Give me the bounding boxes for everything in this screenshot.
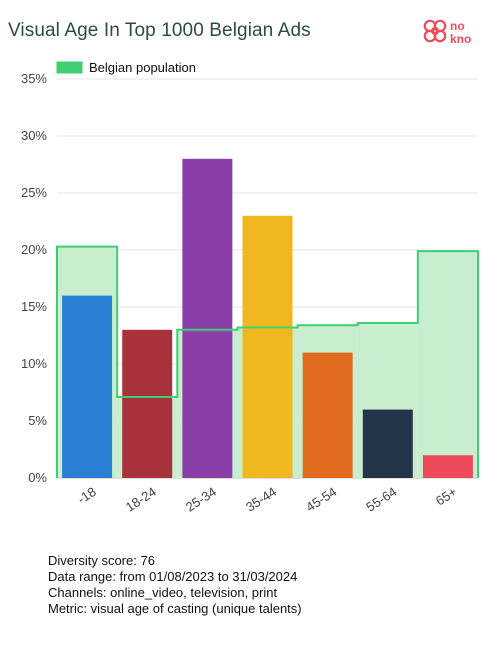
legend-swatch bbox=[56, 61, 83, 74]
y-tick-label: 10% bbox=[21, 356, 47, 371]
y-tick-label: 15% bbox=[21, 299, 47, 314]
channels: Channels: online_video, television, prin… bbox=[48, 585, 278, 600]
x-tick-label: 55-64 bbox=[363, 484, 399, 515]
legend[interactable]: Belgian population bbox=[56, 60, 196, 75]
bar-18-24[interactable] bbox=[122, 329, 173, 478]
x-tick-label: -18 bbox=[75, 484, 99, 507]
x-tick-label: 65+ bbox=[433, 484, 460, 509]
diversity-score: Diversity score: 76 bbox=[48, 553, 155, 568]
bar-45-54[interactable] bbox=[302, 352, 353, 478]
chart-title: Visual Age In Top 1000 Belgian Ads bbox=[8, 20, 311, 41]
bar-65+[interactable] bbox=[422, 455, 473, 478]
population-step bbox=[417, 251, 478, 478]
logo-text-top: no bbox=[450, 19, 465, 33]
bar-55-64[interactable] bbox=[362, 409, 413, 478]
y-tick-label: 35% bbox=[21, 71, 47, 86]
x-tick-label: 25-34 bbox=[183, 484, 219, 515]
metric: Metric: visual age of casting (unique ta… bbox=[48, 601, 302, 616]
noknow-logo: no kno bbox=[423, 19, 471, 46]
population-outline bbox=[56, 245, 479, 478]
y-tick-label: 0% bbox=[28, 470, 47, 485]
y-axis: 0% 5% 10% 15% 20% 25% 30% 35% bbox=[21, 71, 47, 485]
flower-icon bbox=[423, 19, 447, 43]
bar--18[interactable] bbox=[62, 295, 113, 478]
x-tick-label: 45-54 bbox=[303, 484, 339, 515]
legend-label: Belgian population bbox=[89, 60, 196, 75]
bars bbox=[62, 158, 473, 479]
x-tick-label: 18-24 bbox=[123, 484, 159, 515]
info-block: Diversity score: 76 Data range: from 01/… bbox=[48, 553, 302, 617]
x-axis: -18 18-24 25-34 35-44 45-54 55-64 65+ bbox=[75, 484, 460, 515]
bar-35-44[interactable] bbox=[242, 215, 293, 479]
data-range: Data range: from 01/08/2023 to 31/03/202… bbox=[48, 569, 298, 584]
population-line bbox=[56, 245, 479, 478]
logo-text-bottom: kno bbox=[450, 32, 471, 46]
y-tick-label: 20% bbox=[21, 242, 47, 257]
y-tick-label: 30% bbox=[21, 128, 47, 143]
y-tick-label: 5% bbox=[28, 413, 47, 428]
bar-chart: 0% 5% 10% 15% 20% 25% 30% 35% -18 18-24 25-34 35-4… bbox=[21, 60, 479, 515]
bar-25-34[interactable] bbox=[182, 158, 233, 479]
y-tick-label: 25% bbox=[21, 185, 47, 200]
x-tick-label: 35-44 bbox=[243, 484, 279, 515]
